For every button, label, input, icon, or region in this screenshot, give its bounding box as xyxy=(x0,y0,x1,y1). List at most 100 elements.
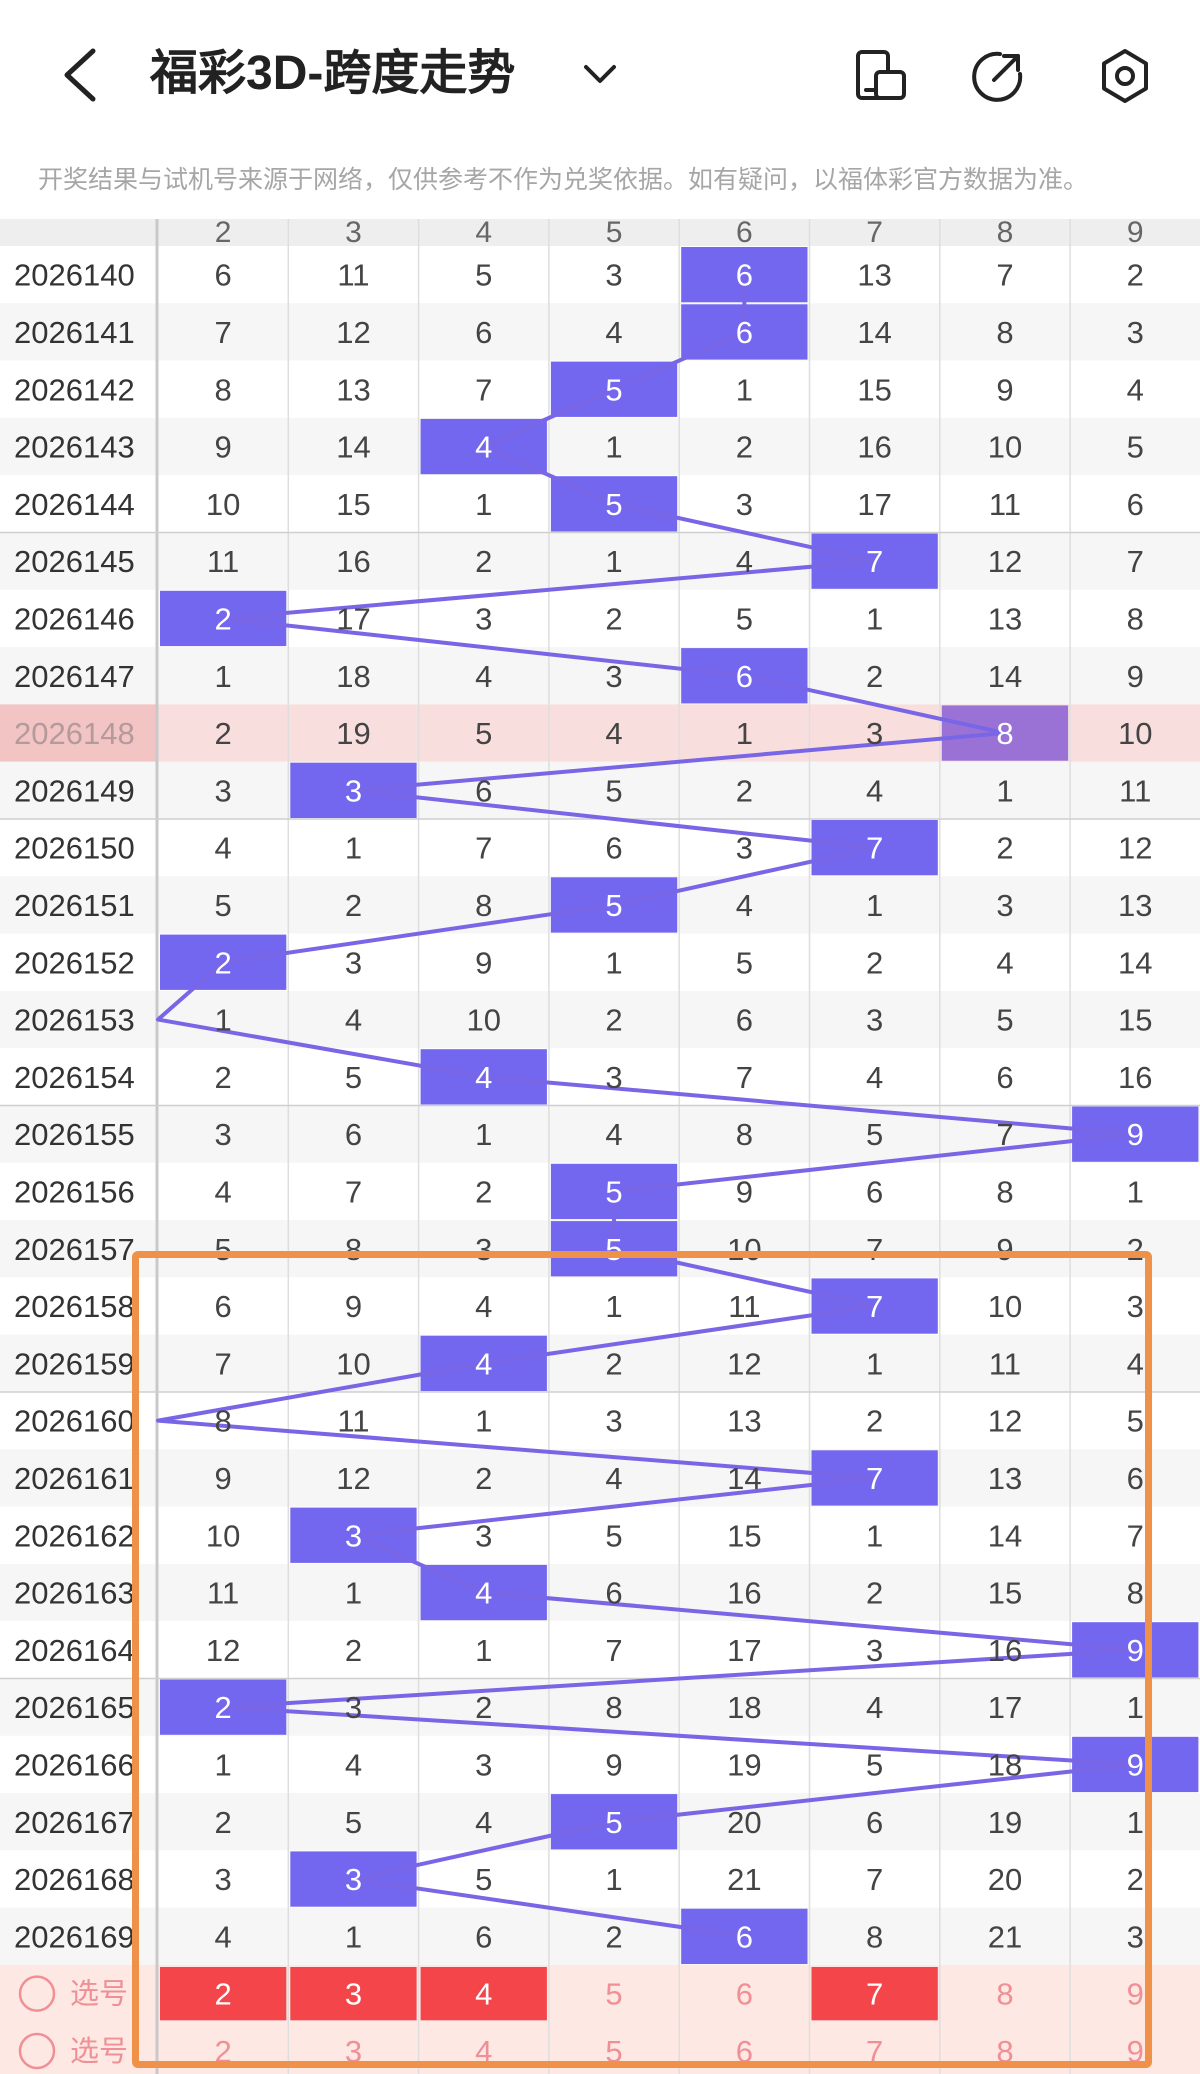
cell-value: 8 xyxy=(996,315,1013,350)
period-label: 2026161 xyxy=(14,1461,135,1496)
period-label: 2026168 xyxy=(14,1862,135,1897)
cell-value: 17 xyxy=(857,487,891,522)
settings-icon[interactable] xyxy=(1097,48,1153,104)
cell-value: 6 xyxy=(605,1576,622,1611)
cell-value: 2 xyxy=(866,945,883,980)
cell-value: 6 xyxy=(345,1117,362,1152)
cell-value: 15 xyxy=(988,1576,1022,1611)
hit-value: 5 xyxy=(605,1174,622,1209)
hit-value: 7 xyxy=(866,831,883,866)
cell-value: 9 xyxy=(215,430,232,465)
select-number: 5 xyxy=(605,1977,622,2012)
hit-value: 3 xyxy=(345,773,362,808)
row-bg xyxy=(0,1506,1200,1564)
page-title[interactable]: 福彩3D-跨度走势 xyxy=(150,47,516,100)
hit-value: 2 xyxy=(215,601,232,636)
row-bg xyxy=(0,1850,1200,1908)
cell-value: 1 xyxy=(605,945,622,980)
header-label: 6 xyxy=(736,219,753,249)
cell-value: 9 xyxy=(736,1174,753,1209)
cell-value: 2 xyxy=(866,659,883,694)
cell-value: 6 xyxy=(866,1805,883,1840)
cell-value: 2 xyxy=(605,1919,622,1954)
cell-value: 1 xyxy=(345,1919,362,1954)
cell-value: 10 xyxy=(336,1346,370,1381)
period-label: 2026167 xyxy=(14,1805,135,1840)
select-cell-on xyxy=(811,1967,938,2021)
cell-value: 13 xyxy=(727,1404,761,1439)
cell-value: 3 xyxy=(475,1518,492,1553)
header-label: 3 xyxy=(345,219,362,249)
cell-value: 19 xyxy=(727,1747,761,1782)
cell-value: 2 xyxy=(475,1461,492,1496)
cell-value: 4 xyxy=(475,1289,492,1324)
cell-value: 5 xyxy=(345,1805,362,1840)
select-number: 7 xyxy=(866,2034,883,2069)
select-radio xyxy=(18,1975,56,2012)
device-toggle-icon[interactable] xyxy=(852,48,908,104)
cell-value: 3 xyxy=(736,487,753,522)
cell-value: 4 xyxy=(605,1461,622,1496)
select-number: 2 xyxy=(215,2034,232,2069)
header-label: 8 xyxy=(997,219,1014,249)
cell-value: 6 xyxy=(215,1289,232,1324)
row-bg xyxy=(0,1392,1200,1450)
cell-value: 15 xyxy=(336,487,370,522)
period-label: 2026141 xyxy=(14,315,135,350)
row-bg xyxy=(0,1048,1200,1106)
back-icon[interactable] xyxy=(55,45,105,105)
period-label: 2026148 xyxy=(14,716,135,751)
cell-value: 4 xyxy=(475,1805,492,1840)
cell-value: 4 xyxy=(475,659,492,694)
cell-value: 2 xyxy=(866,1404,883,1439)
cell-value: 9 xyxy=(605,1747,622,1782)
cell-value: 11 xyxy=(207,544,239,579)
select-radio xyxy=(18,2032,56,2070)
cell-value: 10 xyxy=(988,1289,1022,1324)
cell-value: 15 xyxy=(1118,1003,1152,1038)
period-label: 2026145 xyxy=(14,544,135,579)
hit-value: 7 xyxy=(866,1461,883,1496)
cell-value: 2 xyxy=(215,716,232,751)
chevron-down-icon[interactable] xyxy=(578,52,622,96)
select-cell-on xyxy=(290,1967,417,2021)
cell-value: 2 xyxy=(605,1003,622,1038)
hit-value: 4 xyxy=(475,1576,492,1611)
cell-value: 5 xyxy=(736,945,753,980)
cell-value: 12 xyxy=(206,1633,240,1668)
cell-value: 3 xyxy=(996,888,1013,923)
cell-value: 5 xyxy=(215,888,232,923)
cell-value: 1 xyxy=(605,430,622,465)
select-cell-on xyxy=(160,1967,287,2021)
cell-value: 12 xyxy=(988,544,1022,579)
row-bg xyxy=(0,761,1200,819)
cell-value: 8 xyxy=(475,888,492,923)
cell-value: 2 xyxy=(475,1174,492,1209)
hit-value: 3 xyxy=(345,1862,362,1897)
cell-value: 8 xyxy=(345,1232,362,1267)
cell-value: 3 xyxy=(605,1060,622,1095)
cell-value: 1 xyxy=(736,372,753,407)
select-number: 4 xyxy=(475,2034,492,2069)
cell-value: 10 xyxy=(206,487,240,522)
cell-value: 6 xyxy=(866,1174,883,1209)
row-bg xyxy=(0,1334,1200,1392)
cell-value: 1 xyxy=(475,487,492,522)
cell-value: 14 xyxy=(988,1518,1022,1553)
hit-value: 9 xyxy=(1127,1117,1144,1152)
hit-value: 6 xyxy=(736,258,753,293)
cell-value: 3 xyxy=(605,659,622,694)
hit-value: 5 xyxy=(605,1232,622,1267)
trend-table[interactable]: 2 3 4 5 6 7 8 9 2026140 2026141 2026142 2026143 2026… xyxy=(0,219,1200,2074)
hit-value: 8 xyxy=(996,716,1013,751)
hit-value: 9 xyxy=(1127,1747,1144,1782)
cell-value: 1 xyxy=(605,544,622,579)
share-icon[interactable] xyxy=(970,48,1026,104)
cell-value: 7 xyxy=(1127,544,1144,579)
select-row-bg xyxy=(0,2022,1200,2074)
cell-value: 3 xyxy=(1127,1289,1144,1324)
cell-value: 5 xyxy=(475,1862,492,1897)
cell-value: 12 xyxy=(1118,831,1152,866)
cell-value: 20 xyxy=(727,1805,761,1840)
cell-value: 11 xyxy=(337,1404,369,1439)
